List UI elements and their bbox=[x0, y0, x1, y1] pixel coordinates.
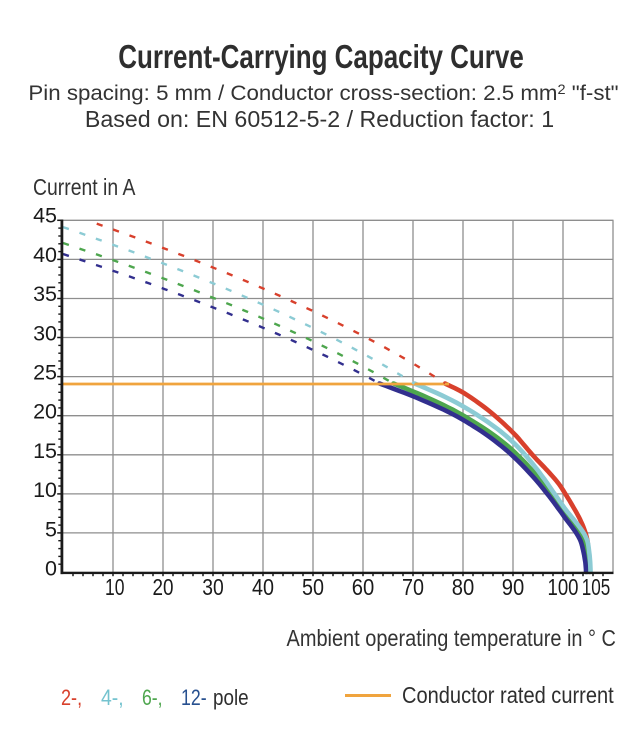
svg-text:105: 105 bbox=[582, 574, 611, 600]
svg-text:10: 10 bbox=[105, 574, 125, 600]
svg-text:20: 20 bbox=[153, 574, 174, 600]
svg-text:45: 45 bbox=[33, 204, 57, 228]
svg-text:40: 40 bbox=[252, 574, 274, 600]
svg-text:50: 50 bbox=[302, 574, 324, 600]
svg-text:10: 10 bbox=[33, 478, 57, 502]
svg-text:30: 30 bbox=[33, 321, 57, 345]
svg-text:90: 90 bbox=[502, 574, 525, 600]
svg-text:15: 15 bbox=[33, 439, 57, 463]
svg-text:5: 5 bbox=[45, 517, 57, 541]
svg-text:60: 60 bbox=[352, 574, 375, 600]
svg-text:25: 25 bbox=[33, 361, 57, 385]
svg-text:35: 35 bbox=[33, 282, 57, 306]
svg-text:80: 80 bbox=[452, 574, 475, 600]
svg-text:0: 0 bbox=[45, 557, 57, 581]
svg-text:40: 40 bbox=[33, 243, 57, 267]
svg-text:70: 70 bbox=[402, 574, 424, 600]
svg-text:20: 20 bbox=[33, 400, 57, 424]
svg-text:100: 100 bbox=[548, 574, 579, 600]
svg-text:30: 30 bbox=[202, 574, 224, 600]
